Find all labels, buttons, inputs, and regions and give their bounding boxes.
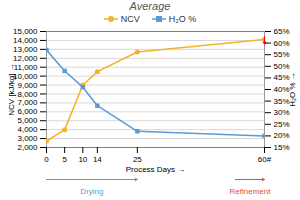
svg-text:NCV [kJ/kg] →: NCV [kJ/kg] → — [7, 63, 16, 115]
svg-text:60%: 60% — [274, 39, 290, 48]
svg-text:Process Days →: Process Days → — [126, 165, 186, 174]
svg-text:Refinement: Refinement — [230, 187, 272, 196]
svg-text:2,000: 2,000 — [17, 143, 38, 152]
svg-text:4,000: 4,000 — [17, 125, 38, 134]
svg-text:11,000: 11,000 — [14, 63, 38, 72]
svg-text:5: 5 — [62, 155, 67, 164]
svg-text:H₂O % →: H₂O % → — [288, 72, 297, 107]
svg-text:5,000: 5,000 — [17, 116, 38, 125]
html-text:H₂O %: H₂O % — [168, 13, 197, 24]
svg-text:6,000: 6,000 — [17, 107, 38, 116]
svg-text:60#: 60# — [258, 155, 272, 164]
svg-text:55%: 55% — [274, 50, 290, 59]
html-text:Average: Average — [129, 0, 171, 12]
svg-text:40%: 40% — [273, 85, 290, 95]
svg-text:9,000: 9,000 — [17, 81, 38, 90]
svg-text:3,000: 3,000 — [17, 134, 38, 143]
svg-text:15,000: 15,000 — [13, 27, 38, 36]
svg-text:14: 14 — [93, 155, 102, 164]
svg-text:12,000: 12,000 — [13, 54, 38, 63]
svg-text:0: 0 — [44, 155, 49, 164]
svg-text:50%: 50% — [274, 62, 290, 71]
svg-text:30%: 30% — [274, 108, 290, 117]
svg-text:25%: 25% — [274, 120, 290, 129]
html-text:NCV: NCV — [120, 13, 140, 24]
svg-text:25: 25 — [133, 155, 142, 164]
svg-text:20%: 20% — [274, 131, 290, 140]
svg-text:45%: 45% — [273, 73, 290, 83]
svg-text:35%: 35% — [273, 96, 290, 106]
svg-text:13,000: 13,000 — [13, 45, 38, 54]
svg-text:15%: 15% — [274, 143, 290, 152]
svg-text:10: 10 — [78, 155, 87, 164]
svg-text:Drying: Drying — [80, 187, 103, 196]
svg-text:10,000: 10,000 — [13, 72, 38, 81]
svg-text:8,000: 8,000 — [17, 90, 38, 99]
svg-text:14,000: 14,000 — [13, 36, 38, 45]
svg-text:7,000: 7,000 — [17, 98, 38, 107]
svg-text:65%: 65% — [274, 27, 290, 36]
